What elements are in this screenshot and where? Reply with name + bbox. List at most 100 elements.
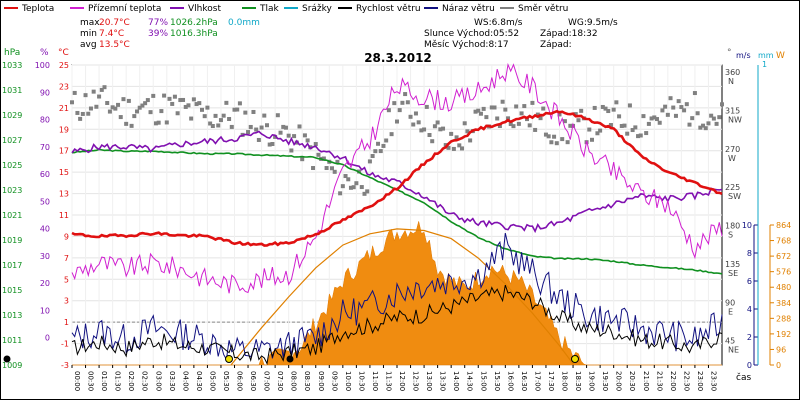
wind-dir-point	[516, 121, 521, 126]
pct-tick: 50	[40, 197, 50, 206]
x-tick-label: 08:00	[290, 371, 298, 391]
dir-tick-name: N	[728, 77, 734, 86]
legend-naraz: Náraz větru	[442, 4, 495, 14]
wind-dir-point	[91, 89, 96, 94]
wind-dir-point	[717, 115, 722, 120]
sun-curve	[230, 228, 575, 366]
wind-dir-point	[611, 107, 616, 112]
ms-tick: 6	[747, 277, 752, 286]
stat-min-hum: 39%	[148, 29, 168, 39]
wind-dir-point	[478, 111, 483, 116]
wind-dir-point	[682, 108, 687, 113]
wind-dir-point	[687, 122, 692, 127]
x-tick-label: 09:00	[317, 371, 325, 391]
wind-dir-point	[286, 133, 291, 138]
wind-dir-point	[565, 140, 570, 145]
chart-title: 28.3.2012	[364, 51, 432, 65]
stat-max-temp: 20.7°C	[99, 18, 130, 28]
wind-dir-point	[684, 102, 689, 107]
legend-teplota: Teplota	[21, 4, 54, 14]
wind-dir-point	[533, 127, 538, 132]
x-tick-label: 03:30	[168, 371, 176, 391]
wind-dir-point	[714, 121, 719, 126]
wind-dir-point	[562, 119, 567, 124]
wind-dir-point	[376, 141, 381, 146]
temp-tick: 25	[59, 61, 69, 70]
wind-dir-point	[346, 177, 351, 182]
wind-dir-point	[227, 116, 232, 121]
wind-dir-point	[332, 169, 337, 174]
axis-mm-label: mm	[758, 51, 774, 60]
wind-dir-point	[189, 116, 194, 121]
wind-dir-point	[508, 122, 513, 127]
wind-dir-point	[262, 113, 267, 118]
pct-tick: 30	[40, 252, 50, 261]
wind-dir-point	[506, 116, 511, 121]
wind-dir-point	[579, 108, 584, 113]
wind-dir-point	[338, 191, 343, 196]
wind-dir-point	[351, 185, 356, 190]
x-tick-label: 20:30	[628, 371, 636, 391]
dir-tick-name: SW	[728, 192, 741, 201]
wind-dir-point	[143, 101, 148, 106]
axis-hpa-label: hPa	[4, 48, 20, 58]
wind-dir-point	[530, 100, 535, 105]
wind-dir-point	[229, 124, 234, 129]
x-tick-label: 17:30	[547, 371, 555, 391]
hpa-tick: 1021	[2, 211, 22, 220]
wind-dir-point	[627, 103, 632, 108]
wind-dir-point	[294, 140, 299, 145]
ms-tick: 2	[747, 333, 752, 342]
wind-dir-point	[541, 106, 546, 111]
hpa-tick: 1015	[2, 286, 22, 295]
sunrise-marker	[225, 355, 233, 363]
wind-dir-point	[335, 159, 340, 164]
wind-dir-point	[560, 137, 565, 142]
wind-dir-point	[671, 105, 676, 110]
stat-min-label: min	[80, 29, 97, 39]
line-prizemni	[71, 62, 723, 294]
wind-dir-point	[619, 123, 624, 128]
stat-moon: Měsíc Východ:8:17	[424, 40, 509, 50]
wind-dir-point	[316, 152, 321, 157]
wind-dir-point	[381, 143, 386, 148]
wind-dir-point	[218, 118, 223, 123]
wind-dir-point	[78, 116, 83, 121]
x-tick-label: 12:00	[398, 371, 406, 391]
wind-dir-point	[481, 106, 486, 111]
x-tick-label: 13:00	[425, 371, 433, 391]
wind-dir-point	[292, 134, 297, 139]
wind-dir-point	[538, 116, 543, 121]
wind-dir-point	[595, 131, 600, 136]
wind-dir-point	[167, 96, 172, 101]
x-tick-label: 00:00	[73, 371, 81, 391]
x-tick-label: 21:00	[642, 371, 650, 391]
hpa-tick: 1011	[2, 336, 22, 345]
wind-dir-point	[522, 104, 527, 109]
hpa-tick: 1025	[2, 161, 22, 170]
wind-dir-point	[395, 119, 399, 124]
w-tick: 672	[776, 252, 791, 261]
wind-dir-point	[246, 130, 251, 135]
temp-tick: 17	[59, 147, 69, 156]
wind-dir-point	[116, 102, 121, 107]
hpa-tick: 1033	[2, 61, 22, 70]
w-tick: 288	[776, 314, 791, 323]
x-tick-label: 20:00	[615, 371, 623, 391]
stat-max-hum: 77%	[148, 18, 168, 28]
wind-dir-point	[72, 90, 77, 95]
x-tick-label: 22:30	[682, 371, 690, 391]
wind-dir-point	[175, 111, 180, 116]
hpa-tick: 1019	[2, 236, 22, 245]
dir-tick-deg: 270	[725, 145, 740, 154]
wind-dir-point	[660, 108, 665, 113]
x-tick-label: 18:00	[561, 371, 569, 391]
x-tick-label: 21:30	[655, 371, 663, 391]
wind-dir-point	[400, 100, 405, 105]
wind-dir-point	[289, 148, 294, 153]
x-tick-label: 07:00	[263, 371, 271, 391]
wind-dir-point	[706, 121, 711, 126]
x-tick-label: 00:30	[87, 371, 95, 391]
x-tick-label: 07:30	[276, 371, 284, 391]
